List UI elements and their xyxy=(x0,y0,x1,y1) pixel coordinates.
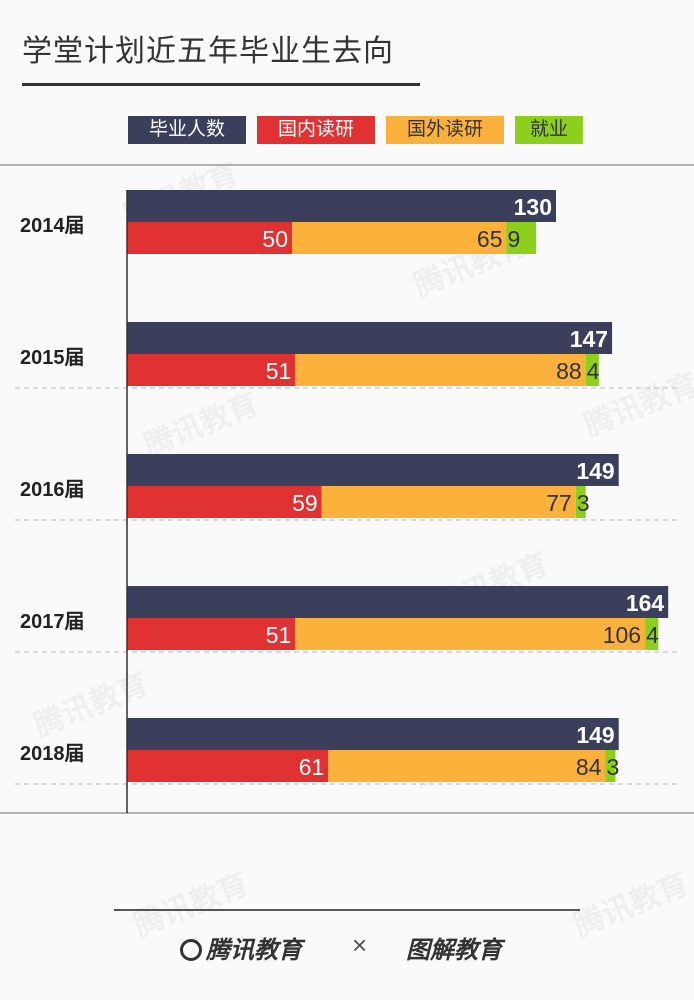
bar-domestic-grad xyxy=(127,486,322,518)
data-label-domestic-grad: 51 xyxy=(266,358,292,384)
bar-domestic-grad xyxy=(127,618,296,650)
footer-separator: × xyxy=(352,930,368,960)
legend-item-domestic-grad: 国内读研 xyxy=(257,116,375,144)
bar-abroad-grad xyxy=(295,618,646,650)
bar-employment xyxy=(506,222,537,254)
bar-graduates xyxy=(127,190,556,222)
data-label-employment: 3 xyxy=(607,754,620,780)
data-label-domestic-grad: 50 xyxy=(262,226,288,252)
data-label-abroad-grad: 84 xyxy=(576,754,602,780)
page-title: 学堂计划近五年毕业生去向 xyxy=(22,35,394,68)
category-label: 2017届 xyxy=(20,611,85,633)
category-label: 2018届 xyxy=(20,743,85,765)
data-label-graduates: 164 xyxy=(626,590,665,616)
bar-graduates xyxy=(127,718,619,750)
data-label-domestic-grad: 61 xyxy=(299,754,325,780)
data-label-domestic-grad: 59 xyxy=(292,490,318,516)
tujie-education-logo: 图解教育 xyxy=(406,937,502,964)
bar-employment xyxy=(575,486,586,518)
data-label-abroad-grad: 65 xyxy=(477,226,503,252)
tencent-logo-icon xyxy=(180,939,202,961)
bar-graduates xyxy=(127,586,669,618)
bar-abroad-grad xyxy=(321,486,576,518)
footer-divider xyxy=(114,909,580,911)
bar-employment xyxy=(645,618,659,650)
data-label-employment: 9 xyxy=(508,226,521,252)
bar-graduates xyxy=(127,322,613,354)
bar-graduates xyxy=(127,454,619,486)
legend-item-employment: 就业 xyxy=(515,116,583,144)
tencent-education-logo: 腾讯教育 xyxy=(180,930,302,965)
data-label-employment: 4 xyxy=(587,358,600,384)
data-label-abroad-grad: 88 xyxy=(556,358,582,384)
data-label-employment: 4 xyxy=(646,622,659,648)
footer: 腾讯教育 × 图解教育 xyxy=(0,922,694,972)
data-label-domestic-grad: 51 xyxy=(266,622,292,648)
data-label-graduates: 130 xyxy=(514,194,552,220)
legend-item-abroad-grad: 国外读研 xyxy=(386,116,504,144)
bar-abroad-grad xyxy=(292,222,507,254)
data-label-graduates: 147 xyxy=(570,326,608,352)
data-label-graduates: 149 xyxy=(576,722,614,748)
category-label: 2014届 xyxy=(20,215,85,237)
category-label: 2015届 xyxy=(20,347,85,369)
bar-abroad-grad xyxy=(328,750,606,782)
data-label-abroad-grad: 77 xyxy=(546,490,572,516)
data-label-graduates: 149 xyxy=(576,458,614,484)
bar-domestic-grad xyxy=(127,222,292,254)
data-label-employment: 3 xyxy=(577,490,590,516)
data-label-abroad-grad: 106 xyxy=(603,622,641,648)
bar-abroad-grad xyxy=(295,354,586,386)
title-underline xyxy=(22,83,420,86)
legend-item-graduates: 毕业人数 xyxy=(128,116,246,144)
bar-employment xyxy=(585,354,599,386)
bar-domestic-grad xyxy=(127,354,296,386)
bar-employment xyxy=(605,750,616,782)
category-label: 2016届 xyxy=(20,479,85,501)
bar-domestic-grad xyxy=(127,750,329,782)
